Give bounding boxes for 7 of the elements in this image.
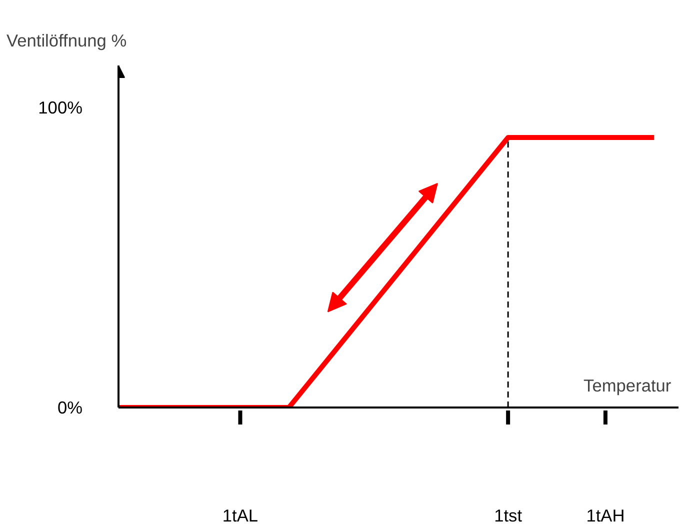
x-tick-label: 1tAH [586,506,625,526]
x-axis-title: Temperatur [584,376,672,396]
y-tick-label: 100% [38,98,83,118]
x-tick-label: 1tst [494,506,522,526]
y-axis-title: Ventilöffnung % [6,30,127,50]
y-tick-label: 0% [57,398,82,418]
x-tick-label: 1tAL [222,506,258,526]
